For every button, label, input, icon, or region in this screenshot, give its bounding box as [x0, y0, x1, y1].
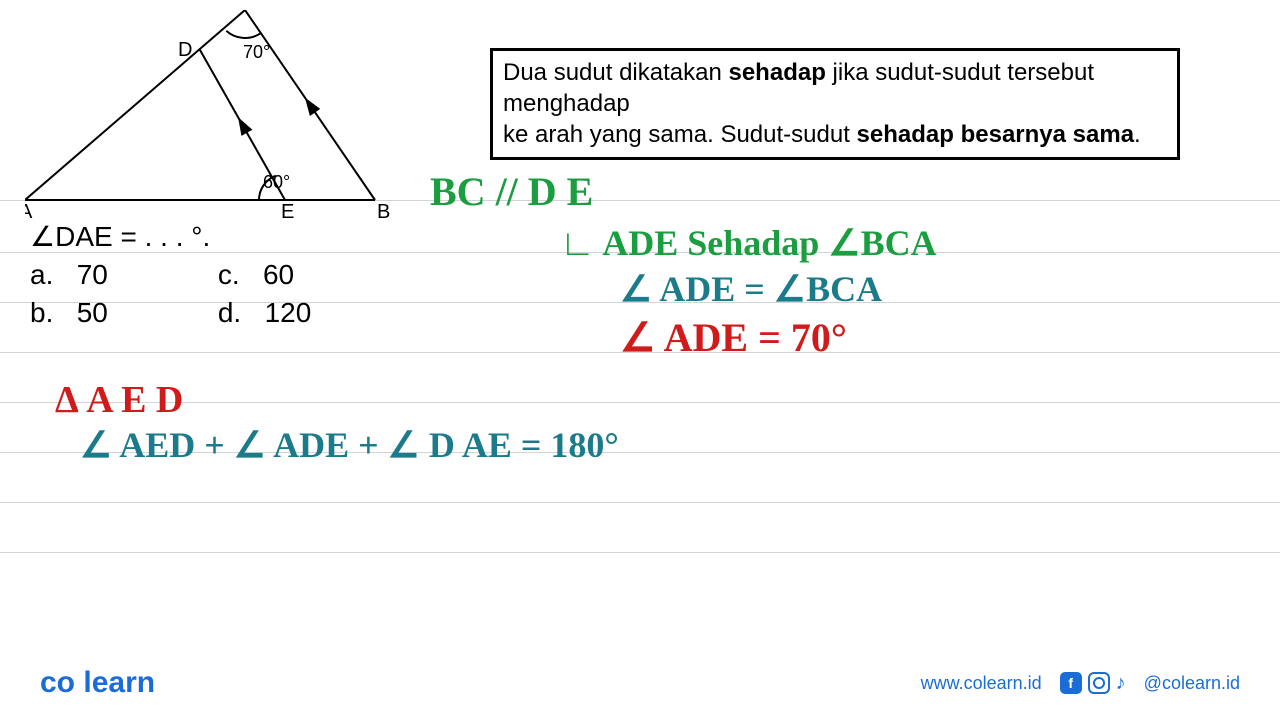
handwritten-text: BC // D E [430, 168, 593, 215]
handwritten-text: ∟ ADE Sehadap ∠BCA [560, 222, 937, 264]
definition-box: Dua sudut dikatakan sehadap jika sudut-s… [490, 48, 1180, 160]
svg-text:B: B [377, 201, 390, 220]
facebook-icon: f [1060, 672, 1082, 694]
footer: co learn www.colearn.id f ♪ @colearn.id [0, 666, 1280, 700]
social-icons: f ♪ [1060, 672, 1126, 694]
triangle-diagram: ABCDE70°60° [25, 10, 395, 220]
question-prompt: ∠DAE = . . . °. [30, 220, 311, 253]
handwritten-text: ∠ ADE = 70° [620, 314, 847, 361]
svg-text:E: E [281, 201, 294, 220]
handwritten-text: Δ A E D [55, 378, 183, 422]
instagram-icon [1088, 672, 1110, 694]
social-handle: @colearn.id [1144, 673, 1240, 694]
svg-text:70°: 70° [243, 42, 270, 62]
tiktok-icon: ♪ [1116, 672, 1126, 694]
option-c: c. 60 [218, 259, 311, 291]
svg-text:60°: 60° [263, 172, 290, 192]
footer-url: www.colearn.id [921, 673, 1042, 694]
svg-text:D: D [178, 39, 192, 61]
handwritten-text: ∠ AED + ∠ ADE + ∠ D AE = 180° [80, 424, 619, 466]
question-block: ∠DAE = . . . °. a. 70 b. 50 c. 60 d. 120 [30, 220, 311, 335]
handwritten-text: ∠ ADE = ∠BCA [620, 268, 882, 310]
svg-text:A: A [25, 201, 33, 220]
option-d: d. 120 [218, 297, 311, 329]
option-b: b. 50 [30, 297, 108, 329]
brand-logo: co learn [40, 666, 155, 700]
answer-options: a. 70 b. 50 c. 60 d. 120 [30, 259, 311, 335]
option-a: a. 70 [30, 259, 108, 291]
